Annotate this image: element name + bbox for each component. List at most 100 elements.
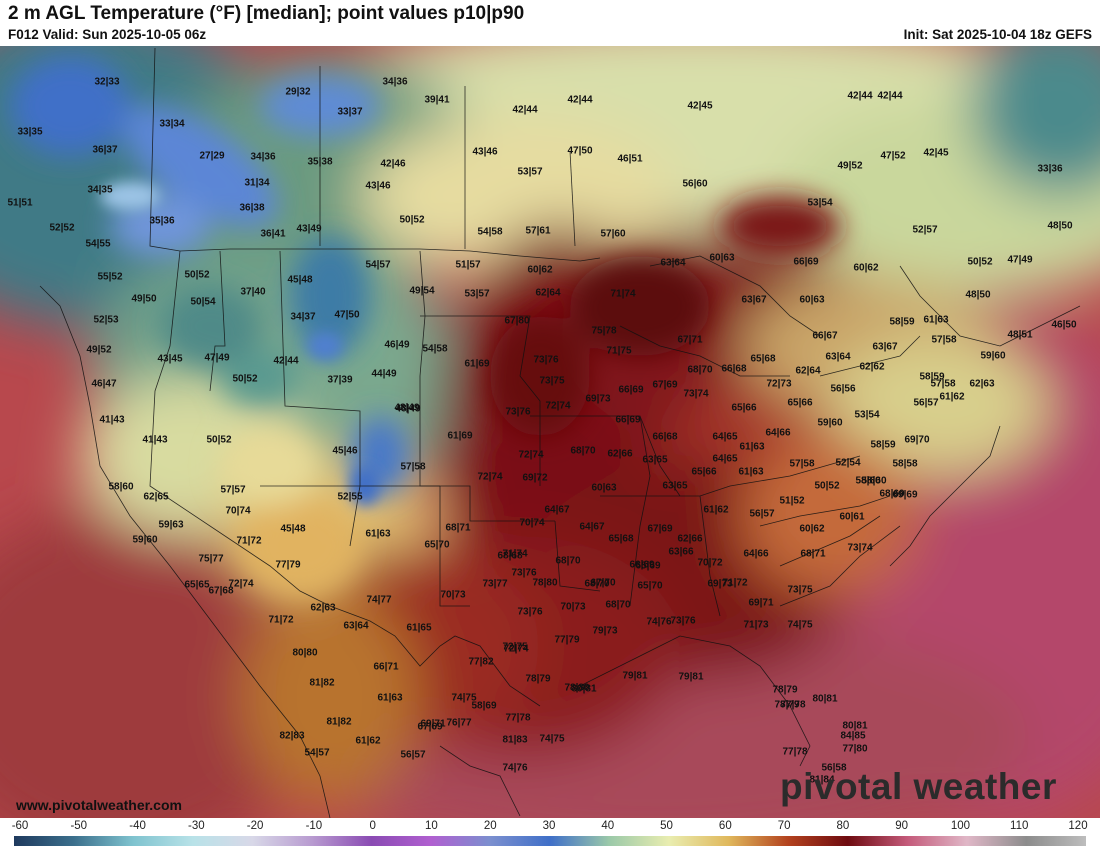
colorbar-tick-label: -50 [70, 820, 88, 832]
point-value-label: 42|44 [273, 355, 299, 367]
point-value-label: 42|44 [567, 94, 593, 106]
point-value-label: 52|57 [912, 224, 938, 236]
colorbar-tick-label: 110 [1010, 820, 1029, 832]
temperature-map[interactable]: 32|33 29|32 34|36 39|41 42|44 42|44 42|45 42|44… [0, 46, 1100, 818]
point-value-label: 61|65 [406, 622, 432, 634]
point-value-label: 47|49 [204, 352, 230, 364]
point-value-label: 48|49 [394, 402, 420, 414]
point-value-label: 70|74 [225, 505, 251, 517]
point-value-label: 80|80 [292, 647, 318, 659]
point-value-label: 66|69 [615, 414, 641, 426]
point-value-label: 57|57 [220, 484, 246, 496]
point-value-label: 77|79 [554, 634, 580, 646]
point-value-label: 62|63 [310, 602, 336, 614]
colorbar-legend: -60 -50 -40 -30 -20 -10 0 10 20 30 40 50 60 70 80 90 100… [0, 818, 1100, 850]
point-value-label: 61|63 [739, 441, 765, 453]
point-value-label: 43|45 [157, 353, 183, 365]
point-value-label: 43|46 [472, 146, 498, 158]
map-header: 2 m AGL Temperature (°F) [median]; point… [0, 0, 1100, 46]
colorbar-tick-label: 120 [1068, 820, 1088, 832]
point-value-label: 80|81 [571, 683, 597, 695]
point-value-label: 52|55 [337, 491, 363, 503]
point-value-label: 60|63 [799, 294, 825, 306]
point-value-label: 66|69 [629, 559, 655, 571]
point-value-label: 36|38 [239, 202, 265, 214]
point-value-label: 63|65 [642, 454, 668, 466]
point-value-label: 59|60 [817, 417, 843, 429]
point-value-label: 48|49 [395, 403, 421, 415]
point-value-label: 37|40 [240, 286, 266, 298]
point-value-label: 50|52 [967, 256, 993, 268]
point-value-label: 42|44 [847, 90, 873, 102]
point-value-label: 71|72 [722, 577, 748, 589]
point-value-label: 82|83 [279, 730, 305, 742]
point-value-label: 74|76 [502, 762, 528, 774]
point-value-label: 49|52 [86, 344, 112, 356]
point-value-label: 42|44 [512, 104, 538, 116]
point-value-label: 63|64 [343, 620, 369, 632]
point-value-label: 52|52 [49, 222, 75, 234]
point-value-label: 52|53 [93, 314, 119, 326]
point-value-label: 77|78 [505, 712, 531, 724]
point-value-label: 58|59 [889, 316, 915, 328]
point-value-label: 59|63 [158, 519, 184, 531]
point-value-label: 73|77 [482, 578, 508, 590]
colorbar-tick-label: 90 [895, 820, 909, 832]
point-value-label: 62|66 [677, 533, 703, 545]
point-value-label: 33|34 [159, 118, 185, 130]
point-value-label: 66|69 [793, 256, 819, 268]
point-value-label: 65|70 [424, 539, 450, 551]
point-value-label: 34|36 [382, 76, 408, 88]
colorbar [14, 836, 1086, 846]
point-value-label: 63|67 [741, 294, 767, 306]
point-value-label: 45|48 [280, 523, 306, 535]
point-value-label: 72|74 [518, 449, 544, 461]
point-value-label: 27|29 [199, 150, 225, 162]
point-value-label: 72|74 [228, 578, 254, 590]
point-value-label: 50|52 [399, 214, 425, 226]
point-value-label: 66|67 [812, 330, 838, 342]
point-value-label: 67|69 [652, 379, 678, 391]
point-value-label: 73|76 [670, 615, 696, 627]
point-value-labels: 32|33 29|32 34|36 39|41 42|44 42|44 42|45 42|44… [0, 46, 1100, 818]
map-title: 2 m AGL Temperature (°F) [median]; point… [8, 3, 525, 24]
point-value-label: 69|73 [585, 393, 611, 405]
point-value-label: 81|82 [326, 716, 352, 728]
point-value-label: 62|64 [795, 365, 821, 377]
colorbar-tick-label: 50 [660, 820, 673, 832]
point-value-label: 42|44 [877, 90, 903, 102]
point-value-label: 67|69 [417, 721, 443, 733]
point-value-label: 56|57 [749, 508, 775, 520]
point-value-label: 29|32 [285, 86, 311, 98]
point-value-label: 65|66 [787, 397, 813, 409]
point-value-label: 57|58 [789, 458, 815, 470]
point-value-label: 68|71 [800, 548, 826, 560]
colorbar-ticks: -60 -50 -40 -30 -20 -10 0 10 20 30 40 50 60 70 80 90 100… [0, 818, 1100, 834]
point-value-label: 64|67 [579, 521, 605, 533]
point-value-label: 68|69 [879, 488, 905, 500]
point-value-label: 79|81 [678, 671, 704, 683]
point-value-label: 59|60 [980, 350, 1006, 362]
point-value-label: 41|43 [99, 414, 125, 426]
point-value-label: 75|77 [198, 553, 224, 565]
point-value-label: 57|58 [931, 334, 957, 346]
point-value-label: 49|52 [837, 160, 863, 172]
point-value-label: 76|77 [446, 717, 472, 729]
point-value-label: 62|62 [859, 361, 885, 373]
point-value-label: 42|45 [923, 147, 949, 159]
point-value-label: 46|50 [1051, 319, 1077, 331]
point-value-label: 49|50 [131, 293, 157, 305]
point-value-label: 56|60 [682, 178, 708, 190]
point-value-label: 48|50 [1047, 220, 1073, 232]
point-value-label: 60|62 [527, 264, 553, 276]
point-value-label: 78|80 [564, 682, 590, 694]
point-value-label: 68|70 [570, 445, 596, 457]
point-value-label: 70|74 [519, 517, 545, 529]
point-value-label: 50|52 [184, 269, 210, 281]
point-value-label: 57|60 [600, 228, 626, 240]
point-value-label: 64|65 [712, 431, 738, 443]
point-value-label: 53|54 [854, 409, 880, 421]
point-value-label: 42|46 [380, 158, 406, 170]
point-value-label: 57|61 [525, 225, 551, 237]
website-url[interactable]: www.pivotalweather.com [16, 797, 182, 813]
